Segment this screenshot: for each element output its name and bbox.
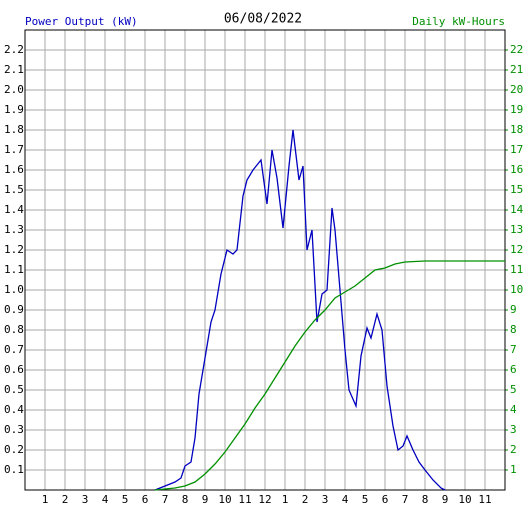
y-tick-label: 2.2 [4, 43, 24, 56]
y2-tick-label: 10 [510, 283, 523, 296]
x-tick-label: 10 [218, 493, 231, 506]
x-tick-label: 7 [402, 493, 409, 506]
x-tick-label: 11 [478, 493, 491, 506]
y2-tick-label: 16 [510, 163, 523, 176]
y2-tick-label: 18 [510, 123, 523, 136]
plot-border [24, 29, 506, 491]
x-tick-label: 4 [102, 493, 109, 506]
x-tick-label: 10 [458, 493, 471, 506]
x-tick-label: 8 [422, 493, 429, 506]
x-tick-label: 8 [182, 493, 189, 506]
y-tick-label: 1.3 [4, 223, 24, 236]
right-axis-label: Daily kW-Hours [412, 15, 505, 28]
y-tick-label: 2.0 [4, 83, 24, 96]
y2-tick-label: 7 [510, 343, 517, 356]
y-tick-label: 0.7 [4, 343, 24, 356]
y-tick-label: 1.1 [4, 263, 24, 276]
x-tick-label: 12 [258, 493, 271, 506]
x-tick-label: 9 [202, 493, 209, 506]
y2-tick-label: 5 [510, 383, 517, 396]
y2-tick-label: 22 [510, 43, 523, 56]
x-tick-label: 6 [382, 493, 389, 506]
y2-tick-label: 9 [510, 303, 517, 316]
y-tick-label: 0.1 [4, 463, 24, 476]
y2-tick-label: 4 [510, 403, 517, 416]
y2-tick-label: 6 [510, 363, 517, 376]
y2-tick-label: 8 [510, 323, 517, 336]
y-tick-label: 1.2 [4, 243, 24, 256]
y-tick-label: 2.1 [4, 63, 24, 76]
x-tick-label: 1 [282, 493, 289, 506]
y2-tick-label: 15 [510, 183, 523, 196]
x-tick-label: 5 [362, 493, 369, 506]
x-tick-label: 9 [442, 493, 449, 506]
y-tick-label: 1.9 [4, 103, 24, 116]
y-tick-label: 0.5 [4, 383, 24, 396]
y-tick-label: 1.4 [4, 203, 24, 216]
y2-tick-label: 3 [510, 423, 517, 436]
x-tick-label: 2 [302, 493, 309, 506]
y-tick-label: 0.6 [4, 363, 24, 376]
series-line [154, 260, 505, 491]
y2-tick-label: 14 [510, 203, 524, 216]
x-tick-label: 4 [342, 493, 349, 506]
x-tick-label: 1 [42, 493, 49, 506]
y-tick-label: 1.8 [4, 123, 24, 136]
x-tick-label: 7 [162, 493, 169, 506]
x-tick-label: 6 [142, 493, 149, 506]
y2-tick-label: 20 [510, 83, 523, 96]
y-tick-label: 1.7 [4, 143, 24, 156]
y-tick-label: 1.5 [4, 183, 24, 196]
x-tick-label: 3 [82, 493, 89, 506]
series-line [154, 129, 446, 491]
y-tick-label: 1.6 [4, 163, 24, 176]
y-tick-label: 0.3 [4, 423, 24, 436]
chart-title: 06/08/2022 [224, 12, 302, 27]
y-tick-label: 0.8 [4, 323, 24, 336]
y2-tick-label: 17 [510, 143, 523, 156]
y2-tick-label: 21 [510, 63, 523, 76]
y2-tick-label: 12 [510, 243, 523, 256]
x-tick-label: 3 [322, 493, 329, 506]
y-tick-label: 1.0 [4, 283, 24, 296]
y-tick-label: 0.4 [4, 403, 24, 416]
y-tick-label: 0.9 [4, 303, 24, 316]
y2-tick-label: 1 [510, 463, 517, 476]
y2-tick-label: 2 [510, 443, 517, 456]
left-axis-label: Power Output (kW) [25, 15, 138, 28]
x-tick-label: 5 [122, 493, 129, 506]
y2-tick-label: 11 [510, 263, 523, 276]
x-tick-label: 2 [62, 493, 69, 506]
y2-tick-label: 19 [510, 103, 523, 116]
y-tick-label: 0.2 [4, 443, 24, 456]
x-tick-label: 11 [238, 493, 251, 506]
y2-tick-label: 13 [510, 223, 523, 236]
